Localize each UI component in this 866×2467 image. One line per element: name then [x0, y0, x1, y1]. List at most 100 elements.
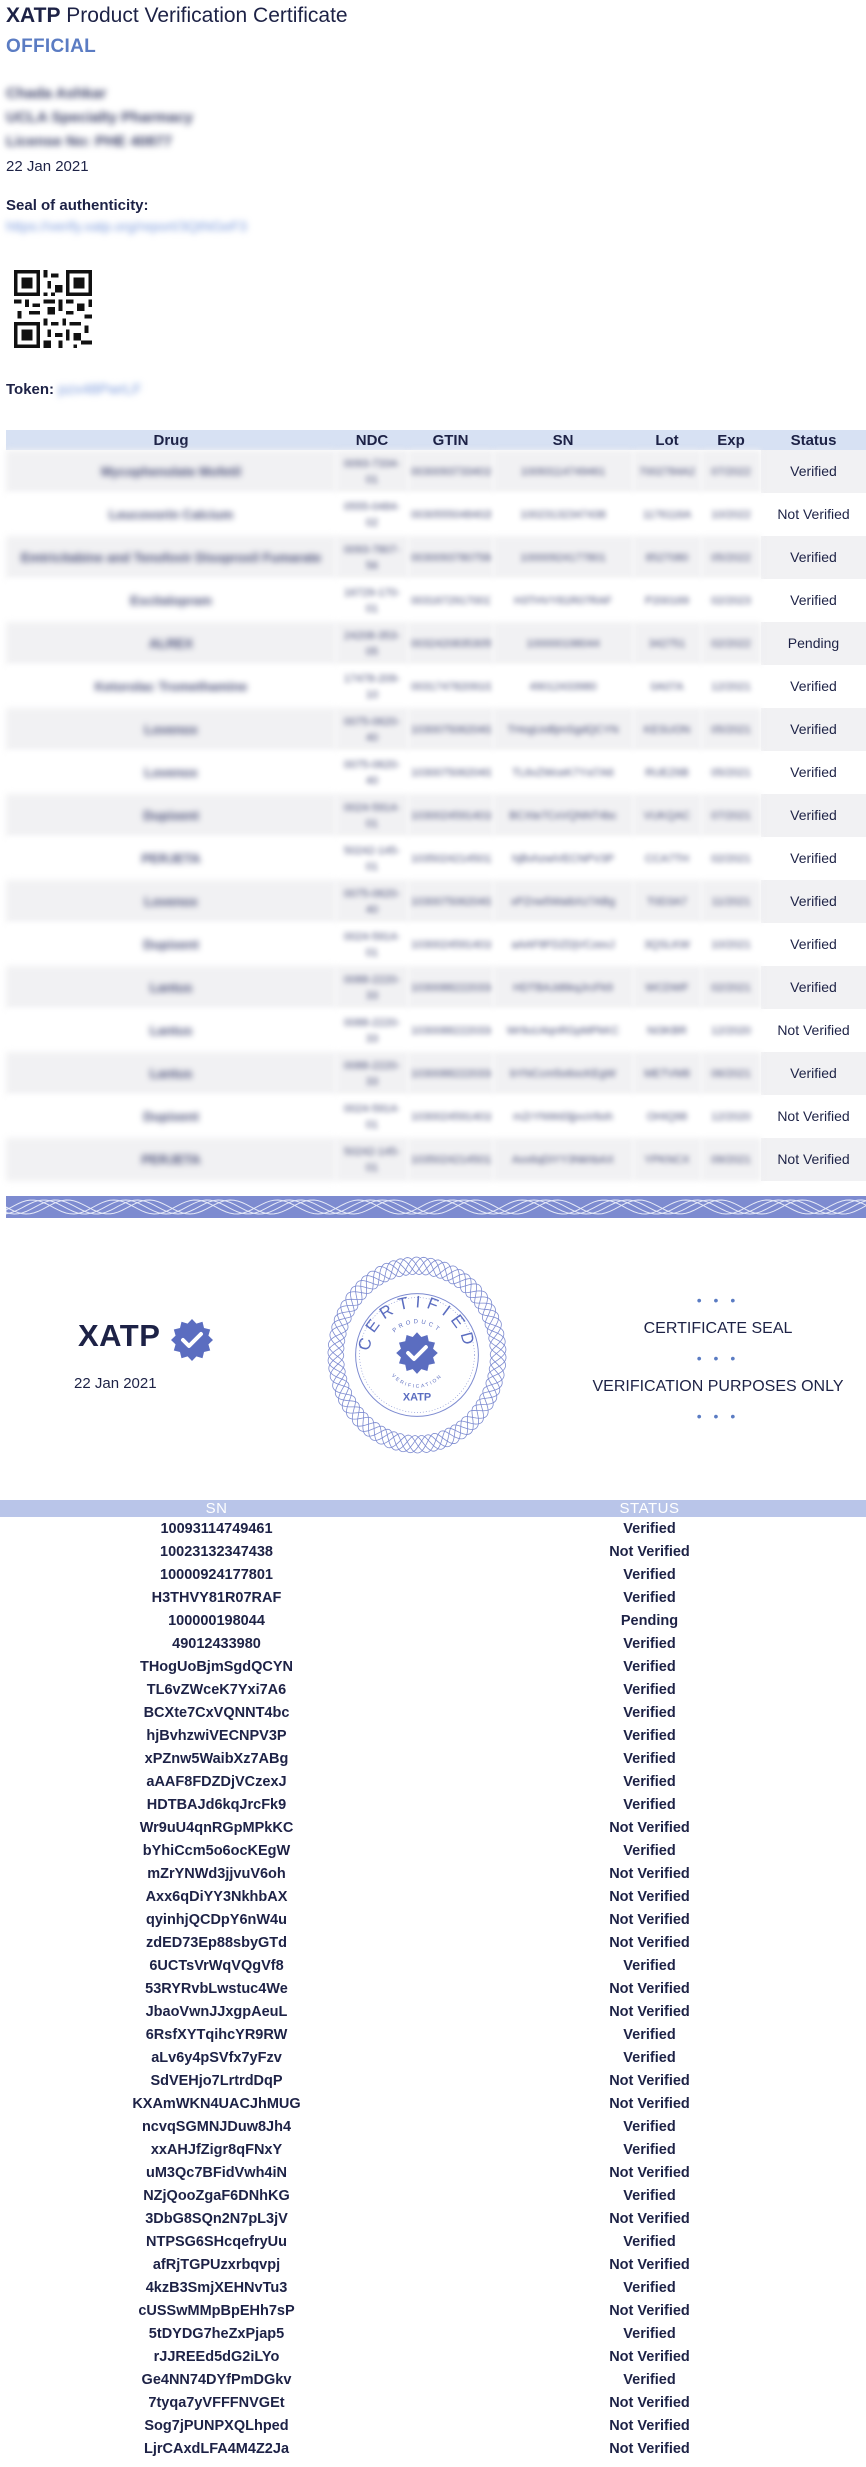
serial-number: qyinhjQCDpY6nW4u: [146, 1911, 287, 1928]
cell-status: Pending: [761, 622, 866, 665]
seal-label: Seal of authenticity:: [6, 197, 149, 214]
list-item: ncvqSGMNJDuw8Jh4 Verified: [0, 2115, 866, 2138]
serial-number: 10093114749461: [160, 1520, 273, 1537]
cell-sn: H3THVY81R07RAF: [493, 579, 633, 622]
list-item: Ge4NN74DYfPmDGkv Verified: [0, 2368, 866, 2391]
table-row: Lovenox 0075-0620-40 10300750620402 THogUoB…: [6, 708, 866, 751]
list-item: aLv6y4pSVfx7yFzv Verified: [0, 2046, 866, 2069]
serial-number: uM3Qc7BFidVwh4iN: [146, 2164, 287, 2181]
cell-status: Verified: [761, 966, 866, 1009]
certificate-header: XATP Product Verification Certificate OF…: [6, 0, 856, 236]
list-item: 7tyqa7yVFFFNVGEt Not Verified: [0, 2391, 866, 2414]
document-title: XATP Product Verification Certificate: [6, 4, 348, 27]
verification-status: Not Verified: [609, 2348, 690, 2365]
verification-status: Verified: [623, 1589, 676, 1606]
cell-gtin: 00317478209102: [408, 665, 493, 708]
verification-status: Not Verified: [609, 2095, 690, 2112]
cell-status: Verified: [761, 751, 866, 794]
cell-sn: 10000924177801: [493, 536, 633, 579]
verification-status: Verified: [623, 1635, 676, 1652]
cell-status: Verified: [761, 708, 866, 751]
list-item: hjBvhzwiVECNPV3P Verified: [0, 1724, 866, 1747]
cell-status: Verified: [761, 1052, 866, 1095]
cell-gtin: 00324208353059: [408, 622, 493, 665]
serial-number: BCXte7CxVQNNT4bc: [143, 1704, 290, 1721]
verification-status: Verified: [623, 1566, 676, 1583]
cell-ndc: 0093-7807-56: [336, 536, 408, 579]
verification-status: Verified: [623, 2325, 676, 2342]
dots-divider: • • •: [696, 1408, 740, 1424]
cell-exp: 12/2020: [701, 1095, 761, 1138]
cell-sn: aAAF8FDZDjVCzexJ: [493, 923, 633, 966]
cell-exp: 09/2021: [701, 1138, 761, 1181]
table-row: Dupixent 0024-5914-01 10300245914016 aAAF8F…: [6, 923, 866, 966]
certified-seal-icon: CERTIFIED PRODUCT VERIFICATION XATP: [327, 1256, 507, 1454]
verification-status: Verified: [623, 1727, 676, 1744]
serial-number: ncvqSGMNJDuw8Jh4: [141, 2118, 292, 2135]
verification-status: Not Verified: [609, 1934, 690, 1951]
serial-number: 3DbG8SQn2N7pL3jV: [145, 2210, 288, 2227]
cell-sn: xPZnw5WaibXz7ABg: [493, 880, 633, 923]
cell-sn: 10093114749461: [493, 450, 633, 493]
cell-lot: KESUON: [633, 708, 701, 751]
list-item: afRjTGPUzxrbqvpj Not Verified: [0, 2253, 866, 2276]
cell-status: Not Verified: [761, 1138, 866, 1181]
verification-status: Verified: [623, 2233, 676, 2250]
cell-exp: 02/2023: [701, 579, 761, 622]
cell-lot: 7002784A2: [633, 450, 701, 493]
cell-sn: THogUoBjmSgdQCYN: [493, 708, 633, 751]
list-item: 10023132347438 Not Verified: [0, 1540, 866, 1563]
list-item: zdED73Ep88sbyGTd Not Verified: [0, 1931, 866, 1954]
cell-ndc: 0555-0484-02: [336, 493, 408, 536]
list-item: uM3Qc7BFidVwh4iN Not Verified: [0, 2161, 866, 2184]
cell-status: Verified: [761, 794, 866, 837]
cell-exp: 11/2021: [701, 880, 761, 923]
serial-number: 53RYRvbLwstuc4We: [145, 1980, 288, 1997]
seal-date: 22 Jan 2021: [74, 1375, 157, 1392]
serial-number: zdED73Ep88sbyGTd: [145, 1934, 287, 1951]
table-row: PERJETA 50242-145-01 10350242145012 Axx6qDi…: [6, 1138, 866, 1181]
dots-divider: • • •: [696, 1350, 740, 1366]
cell-lot: T0D3A7: [633, 880, 701, 923]
table-row: Lantus 0088-2220-33 10300882220334 HDTBAJd6…: [6, 966, 866, 1009]
serial-number: xPZnw5WaibXz7ABg: [144, 1750, 289, 1767]
table-row: PERJETA 50242-145-01 10350242145012 hjBvhzw…: [6, 837, 866, 880]
table-row: Lovenox 0075-0620-40 10300750620402 TL6vZWc…: [6, 751, 866, 794]
cell-gtin: 10300882220334: [408, 966, 493, 1009]
serial-number: xxAHJfZigr8qFNxY: [150, 2141, 283, 2158]
serial-number: H3THVY81R07RAF: [151, 1589, 282, 1606]
official-label: OFFICIAL: [6, 36, 96, 57]
cell-sn: HDTBAJd6kqJrcFk9: [493, 966, 633, 1009]
list-item: 10000924177801 Verified: [0, 1563, 866, 1586]
verification-status: Verified: [623, 1750, 676, 1767]
cell-ndc: 24208-353-05: [336, 622, 408, 665]
table-row: Mycophenolate Mofetil 0093-7334-01 0030093…: [6, 450, 866, 493]
table-row: Lantus 0088-2220-33 10300882220334 bYhiCcm5…: [6, 1052, 866, 1095]
cell-exp: 06/2021: [701, 1052, 761, 1095]
cell-ndc: 16729-170-01: [336, 579, 408, 622]
cell-lot: 3QSLKW: [633, 923, 701, 966]
col-header-lot: Lot: [633, 430, 701, 450]
list-item: KXAmWKN4UACJhMUG Not Verified: [0, 2092, 866, 2115]
verification-status: Verified: [623, 2026, 676, 2043]
verification-status: Verified: [623, 1520, 676, 1537]
serial-number: bYhiCcm5o6ocKEgW: [142, 1842, 291, 1859]
verification-status: Verified: [623, 1681, 676, 1698]
list-item: Axx6qDiYY3NkhbAX Not Verified: [0, 1885, 866, 1908]
serial-number: 10023132347438: [160, 1543, 273, 1560]
dots-divider: • • •: [696, 1292, 740, 1308]
cell-exp: 02/2022: [701, 622, 761, 665]
cell-ndc: 0024-5914-01: [336, 1095, 408, 1138]
seal-url-link[interactable]: https://verify.xatp.org/report/3QtNGeF3: [6, 218, 247, 234]
list-item: BCXte7CxVQNNT4bc Verified: [0, 1701, 866, 1724]
verification-purposes-label: VERIFICATION PURPOSES ONLY: [592, 1378, 844, 1395]
serial-number: THogUoBjmSgdQCYN: [139, 1658, 294, 1675]
list-item: THogUoBjmSgdQCYN Verified: [0, 1655, 866, 1678]
table-row: ALREX 24208-353-05 00324208353059 100000198…: [6, 622, 866, 665]
cell-drug: Lantus: [6, 1009, 336, 1052]
serial-number: 100000198044: [168, 1612, 265, 1629]
table-row: Dupixent 0024-5914-01 10300245914016 mZrYNW…: [6, 1095, 866, 1138]
serial-number-table: SN STATUS 10093114749461 Verified 10023132…: [0, 1500, 866, 2460]
list-item: 6UCTsVrWqVQgVf8 Verified: [0, 1954, 866, 1977]
cell-drug: Lantus: [6, 1052, 336, 1095]
